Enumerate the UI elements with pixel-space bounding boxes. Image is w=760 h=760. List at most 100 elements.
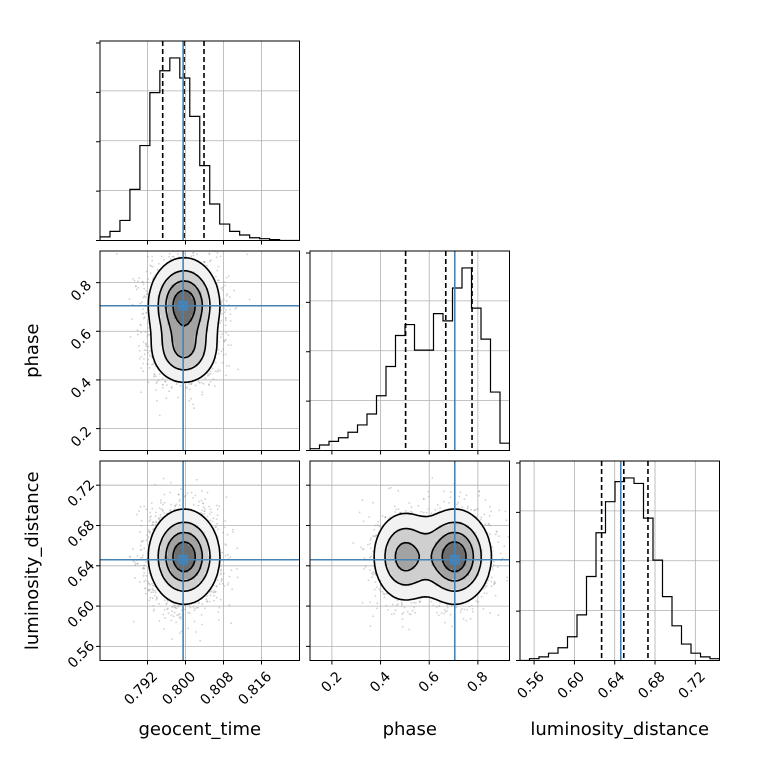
- sample-point: [178, 616, 181, 619]
- density-cell: [174, 301, 179, 306]
- sample-point: [178, 504, 181, 506]
- density-cell: [177, 342, 182, 347]
- sample-point: [173, 611, 176, 614]
- sample-point: [164, 599, 166, 601]
- sample-point: [148, 516, 151, 519]
- density-cell: [201, 332, 206, 336]
- sample-point: [229, 320, 232, 322]
- sample-point: [246, 253, 249, 256]
- sample-point: [151, 255, 154, 258]
- sample-point: [236, 547, 239, 550]
- density-cell: [211, 328, 216, 333]
- density-cell: [154, 352, 158, 357]
- sample-point: [151, 524, 154, 526]
- sample-point: [219, 564, 222, 567]
- density-cell: [177, 291, 182, 296]
- density-cell: [167, 271, 172, 276]
- density-cell: [164, 352, 169, 357]
- sample-point: [204, 498, 207, 500]
- sample-point: [163, 501, 166, 504]
- sample-point: [142, 574, 145, 577]
- sample-point: [151, 521, 154, 524]
- density-cell: [164, 325, 169, 330]
- sample-point: [210, 590, 213, 593]
- sample-point: [162, 628, 165, 630]
- sample-point: [144, 342, 147, 345]
- density-cell: [164, 349, 169, 353]
- sample-point: [150, 515, 153, 517]
- sample-point: [151, 265, 154, 268]
- sample-point: [223, 281, 226, 283]
- density-cell: [184, 376, 189, 380]
- sample-point: [170, 614, 173, 616]
- sample-point: [192, 503, 195, 506]
- sample-point: [146, 363, 149, 365]
- sample-point: [209, 370, 212, 373]
- sample-point: [148, 349, 151, 352]
- density-cell: [191, 335, 196, 340]
- sample-point: [198, 381, 201, 384]
- density-cell: [194, 288, 199, 292]
- density-cell: [177, 267, 182, 272]
- density-cell: [211, 311, 216, 316]
- sample-point: [144, 561, 147, 563]
- sample-point: [220, 572, 223, 575]
- density-cell: [191, 342, 196, 347]
- sample-point: [153, 373, 156, 376]
- sample-point: [203, 260, 206, 263]
- density-cell: [187, 274, 192, 279]
- sample-point: [153, 608, 156, 611]
- sample-point: [145, 293, 148, 295]
- density-cell: [167, 355, 172, 360]
- sample-point: [151, 507, 154, 510]
- contour-level-1: [157, 269, 211, 371]
- density-cell: [211, 355, 216, 360]
- density-cell: [167, 349, 172, 353]
- density-cell: [160, 274, 165, 279]
- density-cell: [154, 281, 158, 286]
- density-cell: [187, 315, 192, 320]
- density-cell: [187, 362, 192, 367]
- density-cell: [204, 338, 209, 343]
- density-cell: [208, 288, 212, 292]
- density-cell: [157, 281, 162, 286]
- sample-point: [136, 562, 139, 565]
- sample-point: [200, 499, 203, 502]
- sample-point: [168, 390, 170, 393]
- sample-point: [225, 294, 228, 297]
- density-cell: [201, 271, 206, 276]
- density-cell: [201, 291, 206, 296]
- sample-point: [195, 478, 198, 481]
- density-cell: [191, 325, 196, 330]
- density-cell: [177, 345, 182, 350]
- density-cell: [160, 369, 165, 374]
- density-cell: [174, 318, 179, 323]
- density-cell: [174, 345, 179, 350]
- density-cell: [191, 362, 196, 367]
- density-cell: [204, 278, 209, 282]
- density-cell: [191, 267, 196, 272]
- density-cell: [211, 345, 216, 350]
- density-cell: [187, 284, 192, 289]
- sample-point: [203, 261, 206, 264]
- sample-point: [200, 614, 203, 616]
- density-cell: [150, 342, 155, 347]
- sample-point: [142, 308, 144, 311]
- density-cell: [187, 261, 192, 265]
- sample-point: [179, 385, 182, 387]
- sample-point: [137, 280, 139, 282]
- density-cell: [174, 322, 179, 326]
- density-cell: [201, 349, 206, 353]
- sample-point: [143, 547, 146, 550]
- density-cell: [167, 308, 172, 313]
- density-cell: [204, 365, 209, 370]
- density-cell: [198, 311, 202, 316]
- density-cell: [198, 325, 202, 330]
- density-cell: [201, 284, 206, 289]
- sample-point: [217, 279, 220, 282]
- density-cell: [194, 274, 199, 279]
- density-cell: [177, 284, 182, 289]
- density-cell: [184, 379, 189, 384]
- density-cell: [204, 311, 209, 316]
- density-cell: [167, 328, 172, 333]
